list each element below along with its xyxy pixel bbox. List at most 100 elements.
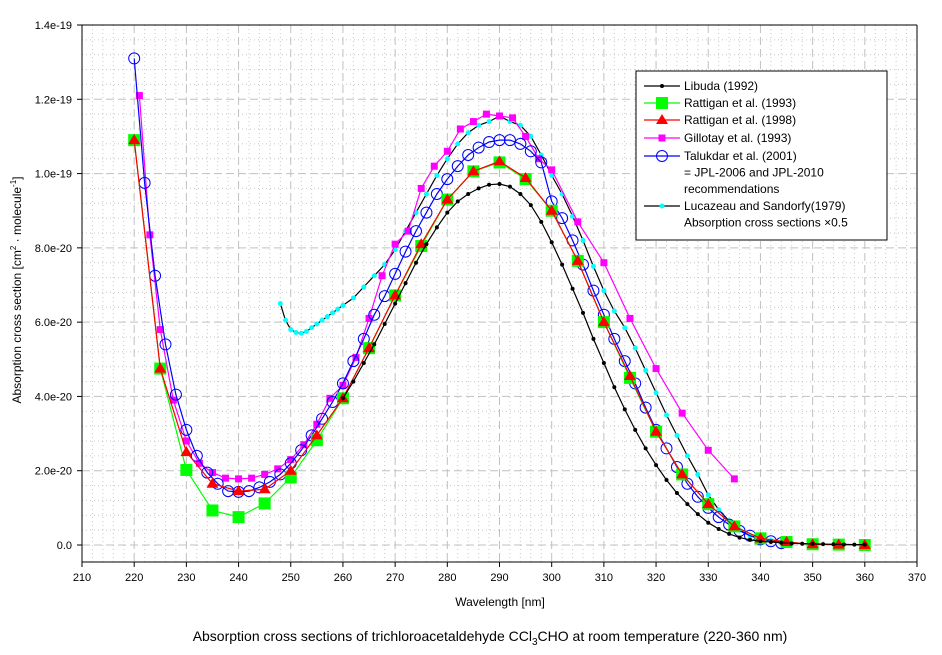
data-point [653, 390, 659, 396]
chart-title: Absorption cross sections of trichloroac… [193, 628, 788, 648]
legend-item: Rattigan et al. (1998) [644, 113, 796, 127]
data-point [476, 122, 482, 128]
legend-label: Lucazeau and Sandorfy(1979) [684, 199, 845, 213]
chart-title-subscript: 3 [532, 637, 538, 648]
series-0 [340, 181, 867, 547]
data-point [361, 361, 366, 365]
data-point [691, 490, 704, 503]
y-tick-label: 1.4e-19 [35, 20, 72, 32]
data-point [522, 132, 530, 140]
legend-label: Libuda (1992) [684, 79, 758, 93]
data-point [643, 446, 648, 451]
data-point [410, 225, 422, 238]
data-point [314, 321, 320, 327]
data-point [298, 330, 304, 336]
data-point [590, 263, 596, 269]
data-point [415, 238, 428, 249]
data-point [309, 325, 315, 331]
data-point [539, 219, 544, 224]
data-point [800, 541, 805, 546]
data-point [326, 394, 334, 402]
data-point [728, 520, 741, 531]
data-point [633, 427, 638, 432]
x-tick-label: 320 [647, 572, 665, 584]
legend-marker [658, 134, 666, 142]
data-point [382, 322, 387, 326]
legend-label: Gillotay et al. (1993) [684, 131, 791, 145]
data-point [316, 412, 329, 425]
x-tick-label: 260 [334, 572, 352, 584]
data-point [601, 361, 606, 365]
data-point [535, 156, 548, 169]
data-point [456, 125, 464, 133]
legend-marker [656, 150, 668, 162]
data-point [664, 478, 669, 482]
data-point [664, 412, 669, 418]
data-point [535, 155, 543, 163]
x-ticks: 210 220 230 240 250 260 270 280 290 300 310 320 330 3… [73, 562, 926, 584]
data-point [706, 520, 711, 525]
data-point [685, 502, 690, 507]
data-point [235, 475, 243, 483]
data-point [821, 542, 826, 547]
data-point [789, 541, 794, 546]
data-point [391, 240, 399, 248]
series-layer [128, 52, 871, 551]
data-point [417, 184, 425, 192]
data-point [277, 301, 283, 307]
data-point [768, 540, 773, 545]
data-point [462, 149, 475, 161]
data-point [571, 254, 584, 265]
data-point [465, 130, 471, 136]
data-point [310, 429, 323, 440]
data-point [424, 242, 429, 247]
data-point [261, 470, 269, 478]
data-point [493, 155, 506, 166]
data-point [195, 459, 203, 467]
data-point [378, 272, 386, 280]
data-point [549, 240, 554, 245]
data-point [287, 456, 295, 464]
data-point [632, 345, 638, 351]
data-point [303, 328, 309, 334]
data-point [591, 336, 596, 341]
legend-label: Talukdar et al. (2001) [684, 149, 797, 163]
data-point [324, 314, 330, 320]
data-point [678, 409, 686, 417]
data-point [455, 199, 460, 204]
data-point [469, 118, 477, 126]
data-point [702, 498, 715, 509]
data-point [258, 483, 271, 494]
data-point [497, 181, 502, 186]
data-point [404, 227, 412, 235]
data-point [128, 134, 141, 145]
data-point [313, 420, 321, 428]
x-tick-label: 240 [229, 572, 247, 584]
data-point [335, 306, 341, 312]
data-point [570, 286, 575, 291]
data-point [509, 114, 517, 122]
chart-title-suffix: CHO at room temperature (220-360 nm) [538, 628, 788, 644]
data-point [222, 485, 235, 498]
data-point [180, 446, 193, 457]
data-point [340, 396, 345, 401]
legend-label: Rattigan et al. (1993) [684, 96, 796, 110]
data-point [455, 141, 461, 147]
data-point [420, 206, 433, 219]
data-point [503, 134, 516, 147]
y-axis-label-main: Absorption cross section [cm [10, 250, 24, 403]
data-point [652, 365, 660, 373]
data-point [519, 172, 532, 183]
data-point [363, 342, 376, 353]
data-point [283, 317, 289, 323]
data-point [159, 338, 172, 351]
series-line [138, 95, 735, 480]
data-point [372, 342, 377, 347]
x-tick-label: 270 [386, 572, 404, 584]
data-point [403, 281, 408, 286]
legend-marker [659, 203, 665, 209]
data-point [754, 532, 767, 543]
data-point [169, 388, 182, 401]
legend-label: Rattigan et al. (1998) [684, 113, 796, 127]
data-point [674, 491, 679, 495]
